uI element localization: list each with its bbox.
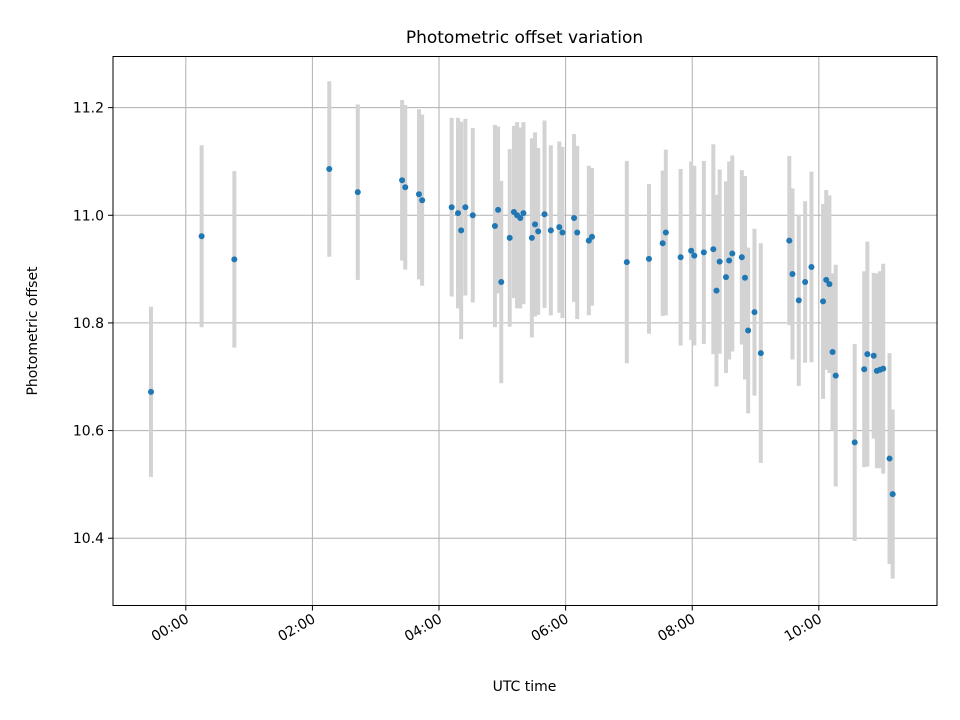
data-point bbox=[469, 212, 476, 219]
data-point bbox=[506, 234, 513, 241]
data-point bbox=[645, 255, 652, 262]
y-axis-label: Photometric offset bbox=[25, 266, 41, 396]
data-point bbox=[535, 228, 542, 235]
plot-frame bbox=[112, 56, 938, 606]
data-point bbox=[802, 279, 809, 286]
data-point bbox=[547, 227, 554, 234]
data-point bbox=[832, 372, 839, 379]
y-tick-label: 11.0 bbox=[73, 208, 104, 224]
data-point bbox=[198, 233, 205, 240]
data-point bbox=[574, 229, 581, 236]
data-point bbox=[495, 206, 502, 213]
data-point bbox=[662, 229, 669, 236]
data-points bbox=[147, 165, 896, 498]
data-point bbox=[716, 258, 723, 265]
data-point bbox=[880, 365, 887, 372]
data-point bbox=[741, 274, 748, 281]
y-tick-label: 11.2 bbox=[73, 101, 104, 117]
data-point bbox=[757, 350, 764, 357]
data-point bbox=[738, 254, 745, 261]
data-point bbox=[864, 351, 871, 358]
data-point bbox=[458, 227, 465, 234]
data-point bbox=[354, 189, 361, 196]
data-point bbox=[889, 491, 896, 498]
data-point bbox=[455, 210, 462, 217]
data-point bbox=[419, 197, 426, 204]
y-axis-ticks: 10.4 10.6 10.8 11.0 11.2 bbox=[73, 101, 113, 547]
data-point bbox=[498, 279, 505, 286]
data-point bbox=[623, 259, 630, 266]
data-point bbox=[861, 366, 868, 373]
data-point bbox=[517, 214, 524, 221]
data-point bbox=[556, 224, 563, 231]
data-point bbox=[415, 191, 422, 198]
data-point bbox=[231, 256, 238, 263]
data-point bbox=[722, 274, 729, 281]
data-point bbox=[851, 439, 858, 446]
data-point bbox=[541, 211, 548, 218]
data-point bbox=[402, 184, 409, 191]
data-point bbox=[870, 352, 877, 359]
data-point bbox=[713, 287, 720, 294]
y-tick-label: 10.4 bbox=[73, 531, 104, 547]
chart-title: Photometric offset variation bbox=[406, 28, 643, 48]
data-point bbox=[745, 327, 752, 334]
data-point bbox=[726, 257, 733, 264]
data-point bbox=[820, 298, 827, 305]
data-point bbox=[829, 348, 836, 355]
data-point bbox=[520, 210, 527, 217]
data-point bbox=[147, 388, 154, 395]
data-point bbox=[691, 252, 698, 259]
data-point bbox=[786, 237, 793, 244]
data-point bbox=[528, 234, 535, 241]
data-point bbox=[448, 204, 455, 211]
data-point bbox=[808, 263, 815, 270]
data-point bbox=[399, 177, 406, 184]
data-point bbox=[823, 276, 830, 283]
data-point bbox=[559, 229, 566, 236]
data-point bbox=[491, 223, 498, 230]
data-point bbox=[700, 249, 707, 256]
data-point bbox=[677, 254, 684, 261]
data-point bbox=[795, 297, 802, 304]
y-tick-label: 10.8 bbox=[73, 316, 104, 332]
data-point bbox=[710, 246, 717, 253]
data-point bbox=[789, 270, 796, 277]
data-point bbox=[886, 455, 893, 462]
data-point bbox=[326, 165, 333, 172]
data-point bbox=[571, 214, 578, 221]
data-point bbox=[659, 240, 666, 247]
data-point bbox=[462, 204, 469, 211]
x-axis-label: UTC time bbox=[493, 679, 557, 695]
data-point bbox=[688, 247, 695, 254]
data-point bbox=[588, 233, 595, 240]
data-point bbox=[532, 221, 539, 228]
data-point bbox=[729, 250, 736, 257]
y-tick-label: 10.6 bbox=[73, 424, 104, 440]
data-point bbox=[826, 281, 833, 288]
data-point bbox=[751, 309, 758, 316]
